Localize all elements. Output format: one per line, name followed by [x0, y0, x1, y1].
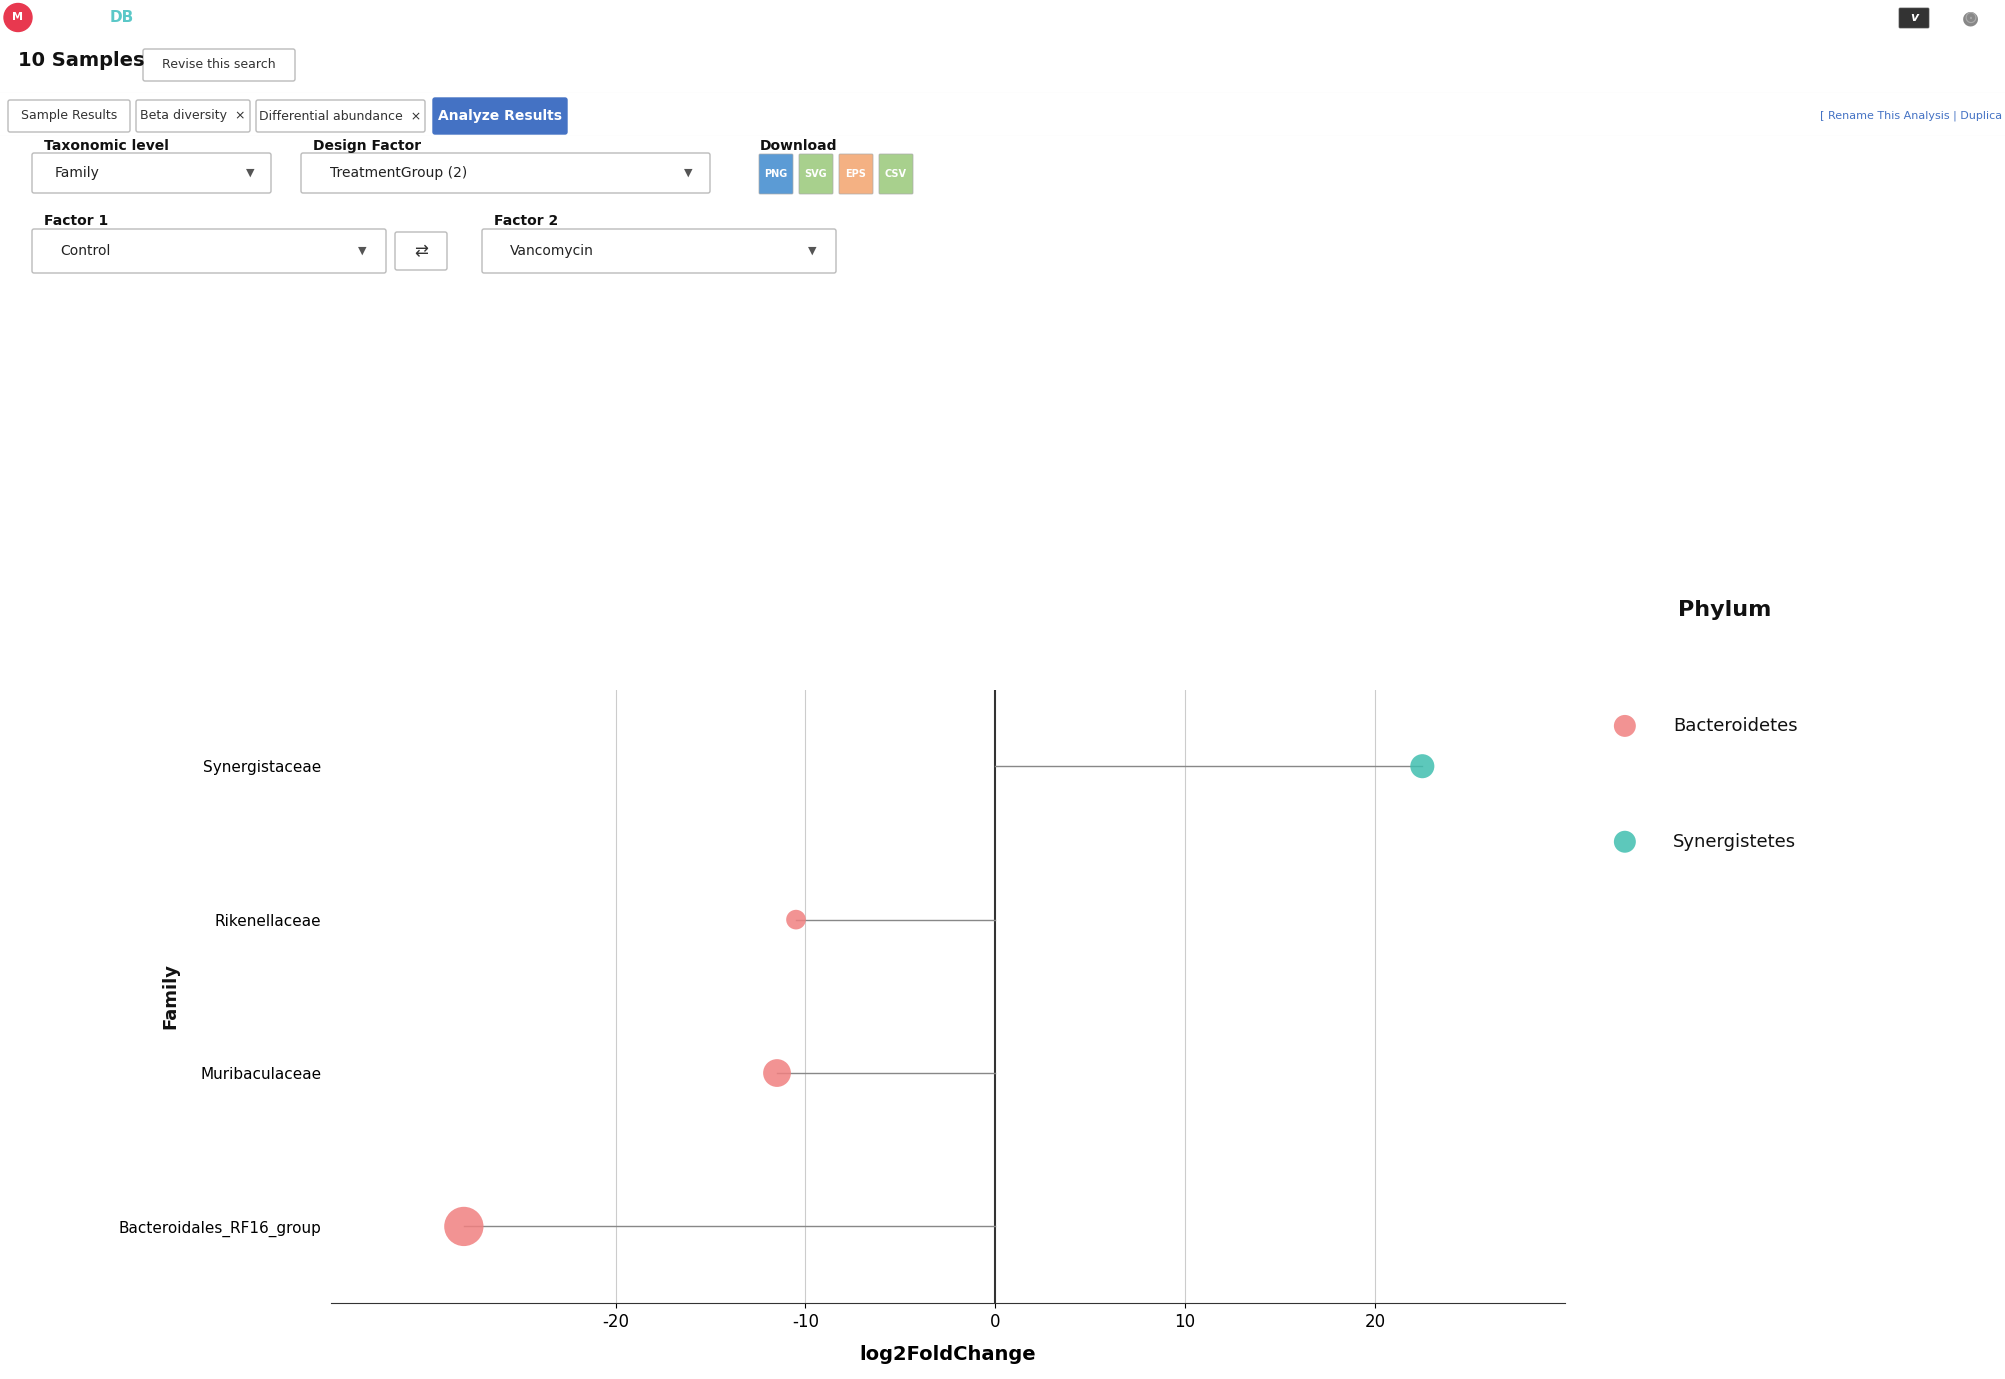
Text: [ Rename This Analysis | Duplica: [ Rename This Analysis | Duplica — [1819, 110, 2001, 121]
Point — [760, 1062, 792, 1084]
Text: Download: Download — [760, 139, 836, 153]
FancyBboxPatch shape — [395, 232, 447, 270]
FancyBboxPatch shape — [301, 153, 710, 193]
Text: Synergistetes: Synergistetes — [1672, 833, 1794, 851]
FancyBboxPatch shape — [142, 50, 295, 81]
X-axis label: log2FoldChange: log2FoldChange — [858, 1345, 1037, 1364]
Text: Analyze Results: Analyze Results — [437, 109, 561, 123]
Text: Factor 2: Factor 2 — [493, 214, 557, 228]
Text: ⇄: ⇄ — [413, 241, 427, 261]
Text: ▼: ▼ — [247, 168, 255, 178]
Text: Taxonomic level: Taxonomic level — [44, 139, 168, 153]
Text: TreatmentGroup (2): TreatmentGroup (2) — [331, 165, 467, 181]
Text: Microbiome: Microbiome — [38, 10, 138, 25]
Text: Sample Results: Sample Results — [20, 109, 116, 123]
Circle shape — [4, 4, 32, 32]
FancyBboxPatch shape — [8, 101, 130, 132]
Text: Family: Family — [162, 964, 178, 1029]
Text: Phylum: Phylum — [1678, 600, 1770, 621]
FancyBboxPatch shape — [798, 154, 832, 194]
FancyBboxPatch shape — [32, 153, 271, 193]
Text: ▼: ▼ — [357, 245, 367, 256]
Text: ●: ● — [1961, 8, 1977, 28]
FancyBboxPatch shape — [838, 154, 872, 194]
Text: Design Factor: Design Factor — [313, 139, 421, 153]
Text: v: v — [1909, 11, 1917, 23]
Text: ⊙: ⊙ — [1963, 8, 1977, 26]
FancyBboxPatch shape — [481, 229, 836, 273]
FancyBboxPatch shape — [433, 98, 567, 134]
Text: ▼: ▼ — [808, 245, 816, 256]
FancyBboxPatch shape — [257, 101, 425, 132]
Text: Family: Family — [54, 165, 100, 181]
Text: M: M — [12, 12, 24, 22]
Text: Contact Us: Contact Us — [680, 11, 748, 23]
Text: Vancomycin: Vancomycin — [509, 244, 593, 258]
Text: PNG: PNG — [764, 170, 788, 179]
Text: Control: Control — [60, 244, 110, 258]
FancyBboxPatch shape — [1899, 8, 1929, 28]
Text: Bacteroidetes: Bacteroidetes — [1672, 717, 1796, 735]
FancyBboxPatch shape — [758, 154, 792, 194]
Text: Factor 1: Factor 1 — [44, 214, 108, 228]
Point — [780, 909, 812, 931]
Text: 🐦: 🐦 — [1865, 11, 1873, 25]
Text: Revise this search: Revise this search — [162, 58, 275, 72]
Text: SVG: SVG — [804, 170, 826, 179]
Text: Search a Study  ▾: Search a Study ▾ — [215, 11, 325, 23]
Text: About  ▾: About ▾ — [553, 11, 606, 23]
Point — [1406, 756, 1438, 778]
Text: Beta diversity  ×: Beta diversity × — [140, 109, 247, 123]
Point — [447, 1215, 479, 1237]
Text: DB: DB — [110, 10, 134, 25]
Text: EPS: EPS — [846, 170, 866, 179]
Text: ▼: ▼ — [684, 168, 692, 178]
Text: 10 Samples: 10 Samples — [18, 51, 144, 70]
FancyBboxPatch shape — [136, 101, 251, 132]
Text: CSV: CSV — [884, 170, 906, 179]
Text: Workspace  ▾: Workspace ▾ — [403, 11, 485, 23]
Point — [1608, 830, 1640, 852]
Text: Differential abundance  ×: Differential abundance × — [259, 109, 421, 123]
Point — [1608, 714, 1640, 736]
FancyBboxPatch shape — [878, 154, 912, 194]
FancyBboxPatch shape — [32, 229, 385, 273]
